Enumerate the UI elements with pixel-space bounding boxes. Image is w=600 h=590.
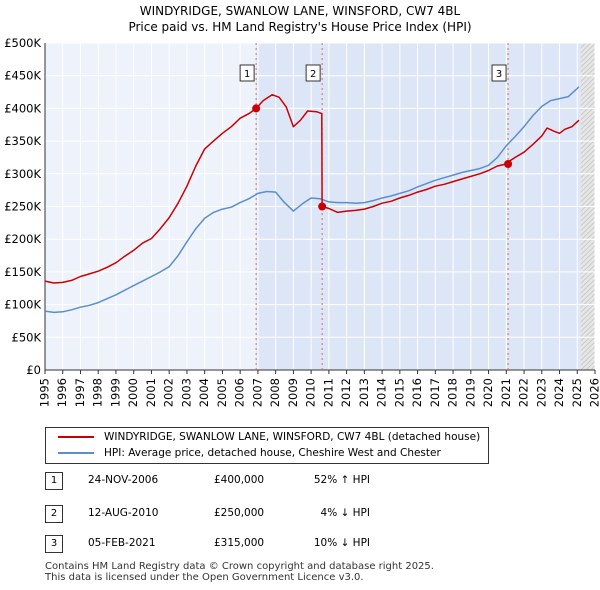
x-tick-label: 2015 [392, 378, 406, 407]
transaction-label-box [305, 64, 321, 82]
x-tick-label: 2014 [375, 378, 389, 407]
x-tick-label: 2025 [570, 378, 584, 407]
legend-swatch-property [58, 436, 94, 438]
transaction-price: £315,000 [214, 537, 265, 549]
x-tick-label: 2024 [552, 378, 566, 407]
y-tick-label: £150K [4, 265, 41, 279]
legend-item-property: WINDYRIDGE, SWANLOW LANE, WINSFORD, CW7 … [46, 429, 480, 445]
transaction-label: 3 [496, 69, 502, 80]
x-tick-label: 2013 [357, 378, 371, 407]
hpi-line [44, 86, 580, 314]
legend-item-hpi: HPI: Average price, detached house, Ches… [46, 445, 441, 461]
x-tick-label: 2006 [233, 378, 247, 407]
transaction-point [252, 104, 261, 113]
x-tick-label: 1995 [38, 378, 52, 407]
x-tick-label: 1996 [55, 378, 69, 407]
x-tick-label: 2021 [499, 378, 513, 407]
transaction-label: 1 [244, 69, 250, 80]
transaction-price: £250,000 [214, 507, 265, 519]
x-tick-label: 2001 [144, 378, 158, 407]
x-tick-label: 2023 [534, 378, 548, 407]
transaction-number: 1 [45, 472, 63, 490]
transaction-point [504, 159, 513, 168]
x-tick-label: 2017 [428, 378, 442, 407]
chart-title: WINDYRIDGE, SWANLOW LANE, WINSFORD, CW7 … [139, 4, 461, 18]
y-tick-label: £400K [4, 101, 41, 115]
transaction-label-box [491, 64, 507, 82]
transaction-label: 2 [310, 69, 316, 80]
chart-subtitle: Price paid vs. HM Land Registry's House … [128, 20, 472, 34]
x-tick-label: 2004 [197, 378, 211, 407]
x-tick-label: 2019 [463, 378, 477, 407]
x-tick-label: 2018 [446, 378, 460, 407]
transaction-point [318, 202, 327, 211]
transaction-hpi-diff: 10% ↓ HPI [313, 537, 370, 549]
legend-label-property: WINDYRIDGE, SWANLOW LANE, WINSFORD, CW7 … [104, 431, 481, 443]
transaction-hpi-diff: 52% ↑ HPI [313, 474, 370, 486]
y-tick-label: £250K [4, 200, 41, 214]
legend-swatch-hpi [58, 452, 94, 454]
chart-legend: WINDYRIDGE, SWANLOW LANE, WINSFORD, CW7 … [45, 427, 489, 464]
x-tick-label: 2020 [481, 378, 495, 407]
y-tick-label: £500K [4, 36, 41, 50]
price-chart: 1995 1996 1997 1998 1999 2000 2001 2002 2003 2004… [4, 36, 600, 407]
x-tick-label: 2000 [126, 378, 140, 407]
x-tick-label: 2026 [588, 378, 600, 407]
x-tick-label: 2003 [179, 378, 193, 407]
x-tick-label: 2012 [339, 378, 353, 407]
x-tick-label: 2011 [321, 378, 335, 407]
transaction-date: 24-NOV-2006 [88, 474, 159, 486]
transaction-hpi-diff: 4% ↓ HPI [320, 507, 370, 519]
x-tick-label: 2016 [410, 378, 424, 407]
x-tick-label: 2002 [162, 378, 176, 407]
x-tick-label: 2009 [286, 378, 300, 407]
x-tick-label: 1999 [108, 378, 122, 407]
transaction-date: 12-AUG-2010 [88, 507, 159, 519]
x-tick-label: 2022 [517, 378, 531, 407]
transaction-date: 05-FEB-2021 [88, 537, 156, 549]
y-tick-label: £0 [26, 363, 41, 377]
footer-copyright: Contains HM Land Registry data © Crown c… [45, 561, 434, 572]
y-tick-label: £450K [4, 69, 41, 83]
x-tick-label: 1998 [91, 378, 105, 407]
y-tick-label: £100K [4, 298, 41, 312]
y-tick-label: £300K [4, 167, 41, 181]
x-tick-label: 2008 [268, 378, 282, 407]
transaction-number: 2 [45, 505, 63, 523]
y-tick-label: £50K [12, 330, 42, 344]
footer-licence: This data is licensed under the Open Gov… [45, 572, 364, 583]
x-tick-label: 2007 [250, 378, 264, 407]
y-tick-label: £200K [4, 232, 41, 246]
x-tick-label: 1997 [73, 378, 87, 407]
legend-label-hpi: HPI: Average price, detached house, Ches… [104, 447, 441, 459]
x-tick-label: 2010 [304, 378, 318, 407]
x-tick-label: 2005 [215, 378, 229, 407]
transaction-number: 3 [45, 535, 63, 553]
y-tick-label: £350K [4, 134, 41, 148]
transaction-price: £400,000 [214, 474, 265, 486]
transaction-label-box [239, 64, 255, 82]
